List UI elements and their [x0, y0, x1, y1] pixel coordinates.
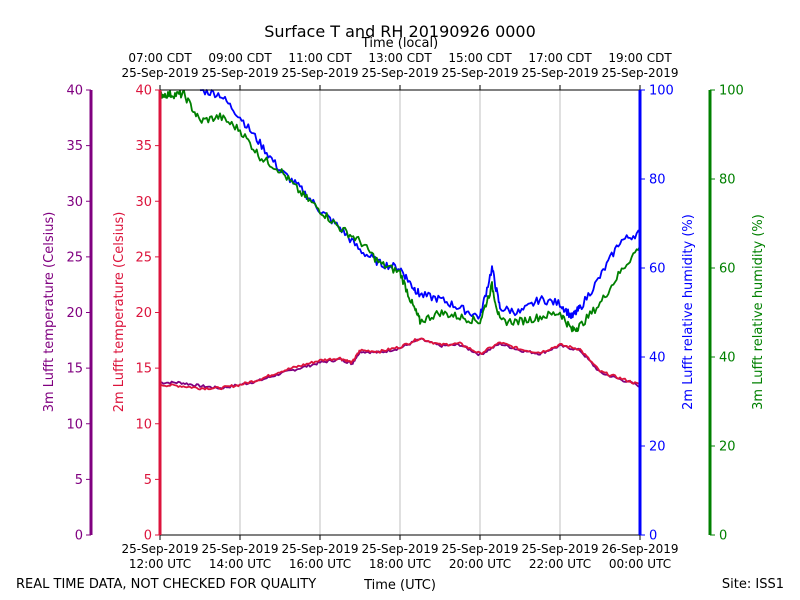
- y-tick-label-temp2m: 25: [135, 250, 152, 265]
- top-tick-label-date: 25-Sep-2019: [121, 66, 198, 80]
- x-tick-label-date: 25-Sep-2019: [361, 542, 438, 556]
- y-tick-label-temp2m: 35: [135, 139, 152, 154]
- y-tick-label-rh2m: 100: [649, 84, 674, 99]
- top-tick-label-time: 15:00 CDT: [448, 51, 512, 65]
- series-line-rh3m: [159, 89, 641, 333]
- x-tick-label-time: 12:00 UTC: [129, 557, 191, 571]
- quality-disclaimer: REAL TIME DATA, NOT CHECKED FOR QUALITY: [16, 577, 316, 592]
- axis-label-rh2m: 2m Lufft relative humidity (%): [681, 214, 696, 410]
- y-tick-label-temp2m: 15: [135, 362, 152, 377]
- top-tick-label-date: 25-Sep-2019: [201, 66, 278, 80]
- top-tick-label-date: 25-Sep-2019: [281, 66, 358, 80]
- site-label: Site: ISS1: [722, 577, 784, 592]
- x-tick-label-time: 14:00 UTC: [209, 557, 271, 571]
- bottom-x-axis-label: Time (UTC): [363, 578, 436, 593]
- axis-label-temp2m: 2m Lufft temperature (Celsius): [112, 212, 127, 413]
- y-tick-label-temp2m: 40: [135, 84, 152, 99]
- y-tick-label-temp3m: 0: [75, 529, 83, 544]
- top-tick-label-time: 17:00 CDT: [528, 51, 592, 65]
- x-tick-label-date: 25-Sep-2019: [441, 542, 518, 556]
- y-tick-label-rh2m: 20: [649, 440, 666, 455]
- top-tick-label-date: 25-Sep-2019: [521, 66, 598, 80]
- y-tick-label-rh2m: 60: [649, 262, 666, 277]
- y-tick-label-temp3m: 25: [66, 250, 83, 265]
- top-tick-label-date: 25-Sep-2019: [361, 66, 438, 80]
- x-tick-label-time: 18:00 UTC: [369, 557, 431, 571]
- y-tick-label-temp3m: 5: [75, 473, 83, 488]
- x-tick-label-time: 22:00 UTC: [529, 557, 591, 571]
- y-tick-label-temp3m: 30: [66, 195, 83, 210]
- y-tick-label-rh2m: 0: [649, 529, 657, 544]
- top-x-axis-label: Time (local): [361, 36, 438, 51]
- x-tick-label-time: 00:00 UTC: [609, 557, 671, 571]
- x-tick-label-date: 25-Sep-2019: [521, 542, 598, 556]
- y-tick-label-temp3m: 35: [66, 139, 83, 154]
- y-tick-label-rh3m: 100: [719, 84, 744, 99]
- top-tick-label-date: 25-Sep-2019: [601, 66, 678, 80]
- y-tick-label-rh3m: 80: [719, 173, 736, 188]
- x-tick-label-time: 16:00 UTC: [289, 557, 351, 571]
- x-tick-label-time: 20:00 UTC: [449, 557, 511, 571]
- x-tick-label-date: 25-Sep-2019: [281, 542, 358, 556]
- y-tick-label-temp2m: 5: [144, 473, 152, 488]
- y-tick-label-temp2m: 10: [135, 417, 152, 432]
- y-tick-label-rh2m: 80: [649, 173, 666, 188]
- gridlines: [239, 90, 561, 535]
- top-tick-label-time: 13:00 CDT: [368, 51, 432, 65]
- y-tick-label-rh3m: 40: [719, 351, 736, 366]
- series-layer: [159, 89, 641, 391]
- y-tick-label-rh3m: 20: [719, 440, 736, 455]
- series-line-rh2m: [199, 89, 641, 320]
- top-tick-label-time: 07:00 CDT: [128, 51, 192, 65]
- y-tick-label-rh3m: 60: [719, 262, 736, 277]
- x-tick-label-date: 25-Sep-2019: [121, 542, 198, 556]
- y-tick-label-temp2m: 30: [135, 195, 152, 210]
- x-tick-label-date: 26-Sep-2019: [601, 542, 678, 556]
- y-tick-label-temp3m: 10: [66, 417, 83, 432]
- top-tick-label-date: 25-Sep-2019: [441, 66, 518, 80]
- y-tick-label-temp3m: 20: [66, 306, 83, 321]
- axis-label-rh3m: 3m Lufft relative humidity (%): [751, 214, 766, 410]
- y-tick-label-rh2m: 40: [649, 351, 666, 366]
- y-tick-label-temp3m: 15: [66, 362, 83, 377]
- y-tick-label-rh3m: 0: [719, 529, 727, 544]
- top-tick-label-time: 19:00 CDT: [608, 51, 672, 65]
- x-tick-label-date: 25-Sep-2019: [201, 542, 278, 556]
- y-tick-label-temp2m: 0: [144, 529, 152, 544]
- top-tick-label-time: 09:00 CDT: [208, 51, 272, 65]
- y-tick-label-temp2m: 20: [135, 306, 152, 321]
- top-tick-label-time: 11:00 CDT: [288, 51, 352, 65]
- series-line-temp2m: [159, 337, 641, 391]
- axis-label-temp3m: 3m Lufft temperature (Celsius): [42, 212, 57, 413]
- chart-title: Surface T and RH 20190926 0000: [264, 22, 536, 41]
- y-tick-label-temp3m: 40: [66, 84, 83, 99]
